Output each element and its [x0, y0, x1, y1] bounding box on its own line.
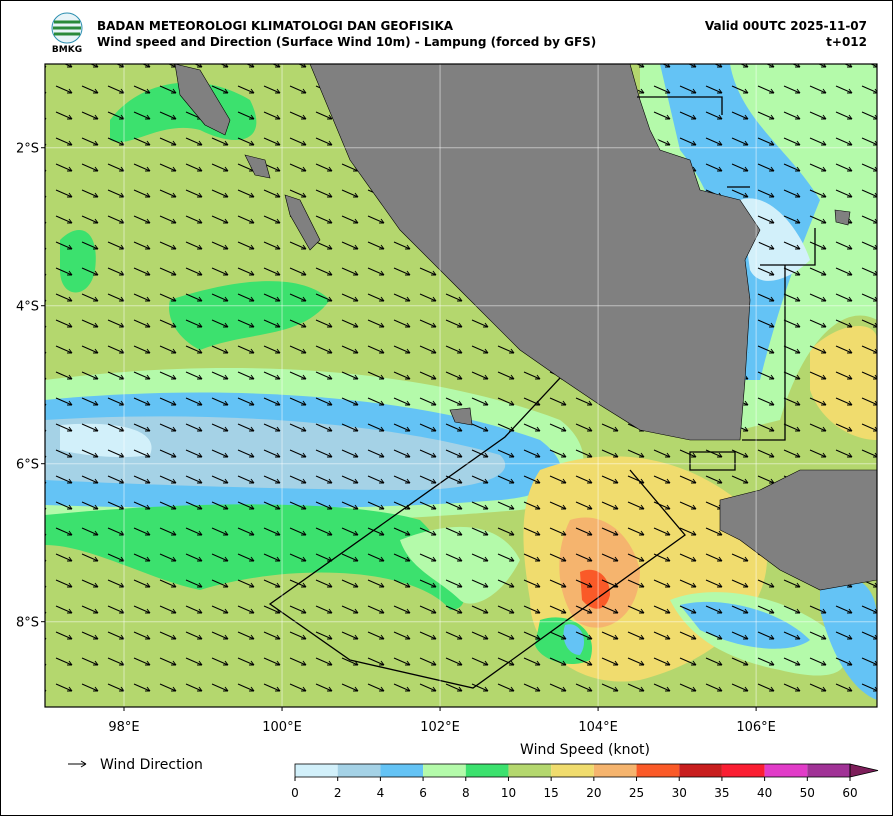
lead-time: t+012 — [826, 35, 867, 49]
lon-label: 100°E — [262, 720, 302, 735]
colorbar-bin — [721, 764, 765, 777]
colorbar-bin — [636, 764, 680, 777]
lon-label: 104°E — [578, 720, 618, 735]
colorbar-bin — [295, 764, 338, 777]
legend-arrowhead — [80, 760, 87, 768]
colorbar-bin — [679, 764, 722, 777]
graticule: 98°E 100°E 102°E 104°E 106°E 2°S 4°S 6°S 8°S — [16, 64, 877, 735]
colorbar-tick-label: 15 — [544, 786, 559, 800]
legend-label: Wind Direction — [100, 757, 203, 773]
colorbar-tick-label: 30 — [672, 786, 687, 800]
colorbar-bin — [764, 764, 808, 777]
logo-text: BMKG — [52, 45, 82, 55]
subtitle: Wind speed and Direction (Surface Wind 1… — [97, 35, 596, 49]
colorbar-tick-label: 25 — [629, 786, 644, 800]
colorbar-bin — [551, 764, 594, 777]
colorbar-tick-label: 4 — [377, 786, 385, 800]
colorbar-bin — [337, 764, 381, 777]
colorbar-tick-label: 40 — [757, 786, 772, 800]
colorbar-bin — [807, 764, 850, 777]
colorbar-tick-label: 50 — [800, 786, 815, 800]
colorbar-tick-label: 10 — [501, 786, 516, 800]
map-border — [44, 63, 878, 708]
colorbar-title: Wind Speed (knot) — [520, 742, 650, 758]
valid-time: Valid 00UTC 2025-11-07 — [705, 19, 867, 33]
lat-label: 6°S — [16, 458, 39, 473]
colorbar-bin — [423, 764, 466, 777]
colorbar-bin — [508, 764, 552, 777]
colorbar-bin — [593, 764, 637, 777]
colorbar-tick-label: 35 — [714, 786, 729, 800]
colorbar-extend — [849, 763, 879, 778]
lat-label: 4°S — [16, 300, 39, 315]
logo: BMKG — [51, 12, 83, 55]
map-field — [45, 64, 877, 707]
colorbar-border — [294, 763, 851, 778]
colorbar-tick-label: 0 — [291, 786, 299, 800]
lon-label: 98°E — [108, 720, 139, 735]
lat-label: 2°S — [16, 142, 39, 157]
lon-label: 106°E — [736, 720, 776, 735]
colorbar-tick-label: 8 — [462, 786, 470, 800]
colorbar-tick-label: 60 — [842, 786, 857, 800]
colorbar-tick-label: 2 — [334, 786, 342, 800]
colorbar-bin — [465, 764, 509, 777]
colorbar-tick-label: 6 — [419, 786, 427, 800]
title: BADAN METEOROLOGI KLIMATOLOGI DAN GEOFIS… — [97, 19, 454, 33]
colorbar-bin — [380, 764, 424, 777]
lat-label: 8°S — [16, 616, 39, 631]
lon-label: 102°E — [420, 720, 460, 735]
colorbar: 0 2 4 6 8 10 15 20 25 30 35 40 50 60 — [291, 763, 879, 800]
colorbar-tick-label: 20 — [586, 786, 601, 800]
